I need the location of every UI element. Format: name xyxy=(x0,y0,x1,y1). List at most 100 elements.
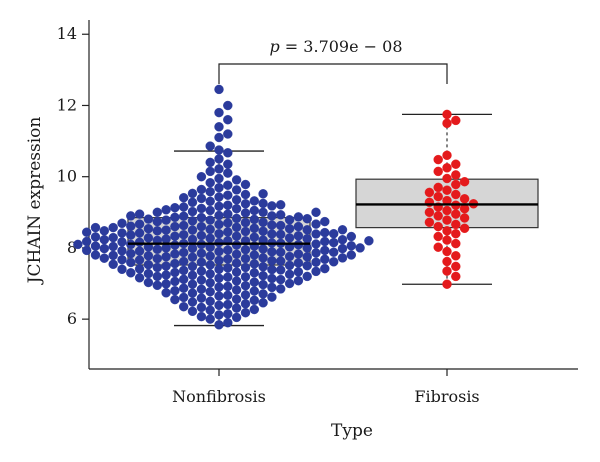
data-point xyxy=(214,273,224,283)
data-point xyxy=(249,286,260,296)
data-point xyxy=(267,220,277,230)
data-point xyxy=(205,177,215,188)
data-point xyxy=(205,251,215,261)
data-point xyxy=(161,261,171,271)
data-point xyxy=(311,207,321,218)
data-point xyxy=(442,173,452,184)
data-point xyxy=(231,258,242,268)
data-point xyxy=(311,248,321,258)
data-point xyxy=(311,257,321,267)
data-point xyxy=(459,223,470,234)
data-point xyxy=(81,227,92,237)
data-point xyxy=(214,122,224,132)
data-point xyxy=(451,115,461,126)
data-point xyxy=(249,214,260,225)
data-point xyxy=(293,276,304,286)
y-tick-label: 10 xyxy=(57,167,77,186)
points-group xyxy=(73,84,538,330)
data-point xyxy=(126,257,136,268)
data-point xyxy=(170,276,180,287)
data-point xyxy=(161,234,171,244)
data-point xyxy=(143,233,154,243)
data-point xyxy=(152,226,163,236)
data-point xyxy=(311,239,321,249)
data-point xyxy=(205,157,215,168)
data-point xyxy=(170,258,180,269)
data-point xyxy=(117,246,127,256)
data-point xyxy=(223,159,233,169)
data-point xyxy=(293,231,304,241)
data-point xyxy=(196,230,207,241)
data-point xyxy=(433,231,443,242)
data-point xyxy=(276,274,286,285)
data-point xyxy=(267,247,277,257)
data-point xyxy=(293,249,304,259)
data-point xyxy=(320,227,330,238)
data-point xyxy=(459,194,470,204)
data-point xyxy=(451,209,461,219)
data-point xyxy=(258,217,268,228)
p-value-label: p = 3.709e − 08 xyxy=(269,37,402,56)
data-point xyxy=(240,189,251,200)
y-ticks-group: 6 8 10 12 14 xyxy=(57,24,89,328)
data-point xyxy=(161,252,171,262)
data-point xyxy=(459,213,470,223)
data-point xyxy=(231,303,242,313)
data-point xyxy=(99,226,110,236)
data-point xyxy=(134,255,145,265)
data-point xyxy=(240,179,251,190)
data-point xyxy=(187,288,198,298)
data-point xyxy=(196,293,207,303)
data-point xyxy=(276,284,286,294)
p-value-text: = 3.709e − 08 xyxy=(280,37,403,56)
data-point xyxy=(205,186,215,197)
data-point xyxy=(240,199,251,209)
data-point xyxy=(170,267,180,278)
data-point xyxy=(214,210,224,221)
data-point xyxy=(161,288,171,298)
data-point xyxy=(249,232,260,242)
data-point xyxy=(258,289,268,299)
data-point xyxy=(73,239,83,250)
x-tick-label: Nonfibrosis xyxy=(172,387,266,406)
data-point xyxy=(152,262,163,273)
data-point xyxy=(293,221,304,232)
data-point xyxy=(223,299,233,310)
data-point xyxy=(442,266,452,276)
data-point xyxy=(205,269,215,279)
data-point xyxy=(196,275,207,285)
data-point xyxy=(161,205,171,215)
data-point xyxy=(214,201,224,212)
data-point xyxy=(231,240,242,250)
data-point xyxy=(108,259,118,269)
y-axis-title: JCHAIN expression xyxy=(25,117,45,286)
data-point xyxy=(178,302,189,312)
data-point xyxy=(240,262,251,273)
data-point xyxy=(99,243,110,254)
data-point xyxy=(302,225,312,235)
data-point xyxy=(346,250,356,260)
data-point xyxy=(284,215,295,225)
axes-group: JCHAIN expression Type xyxy=(25,20,578,441)
data-point xyxy=(442,185,452,195)
data-point xyxy=(293,212,304,222)
data-point xyxy=(205,314,215,324)
data-point xyxy=(459,176,470,187)
y-tick-label: 14 xyxy=(57,24,77,43)
data-point xyxy=(231,203,242,214)
data-point xyxy=(214,164,224,174)
data-point xyxy=(81,245,92,256)
data-point xyxy=(196,212,207,223)
data-point xyxy=(433,242,443,252)
data-point xyxy=(126,268,136,278)
data-point xyxy=(90,241,101,251)
data-point xyxy=(258,198,268,209)
data-point xyxy=(258,279,268,290)
data-point xyxy=(451,238,461,249)
data-point xyxy=(302,233,312,244)
data-point xyxy=(240,308,251,318)
data-point xyxy=(223,148,233,158)
data-point xyxy=(214,320,224,330)
data-point xyxy=(205,215,215,225)
data-point xyxy=(126,221,136,231)
